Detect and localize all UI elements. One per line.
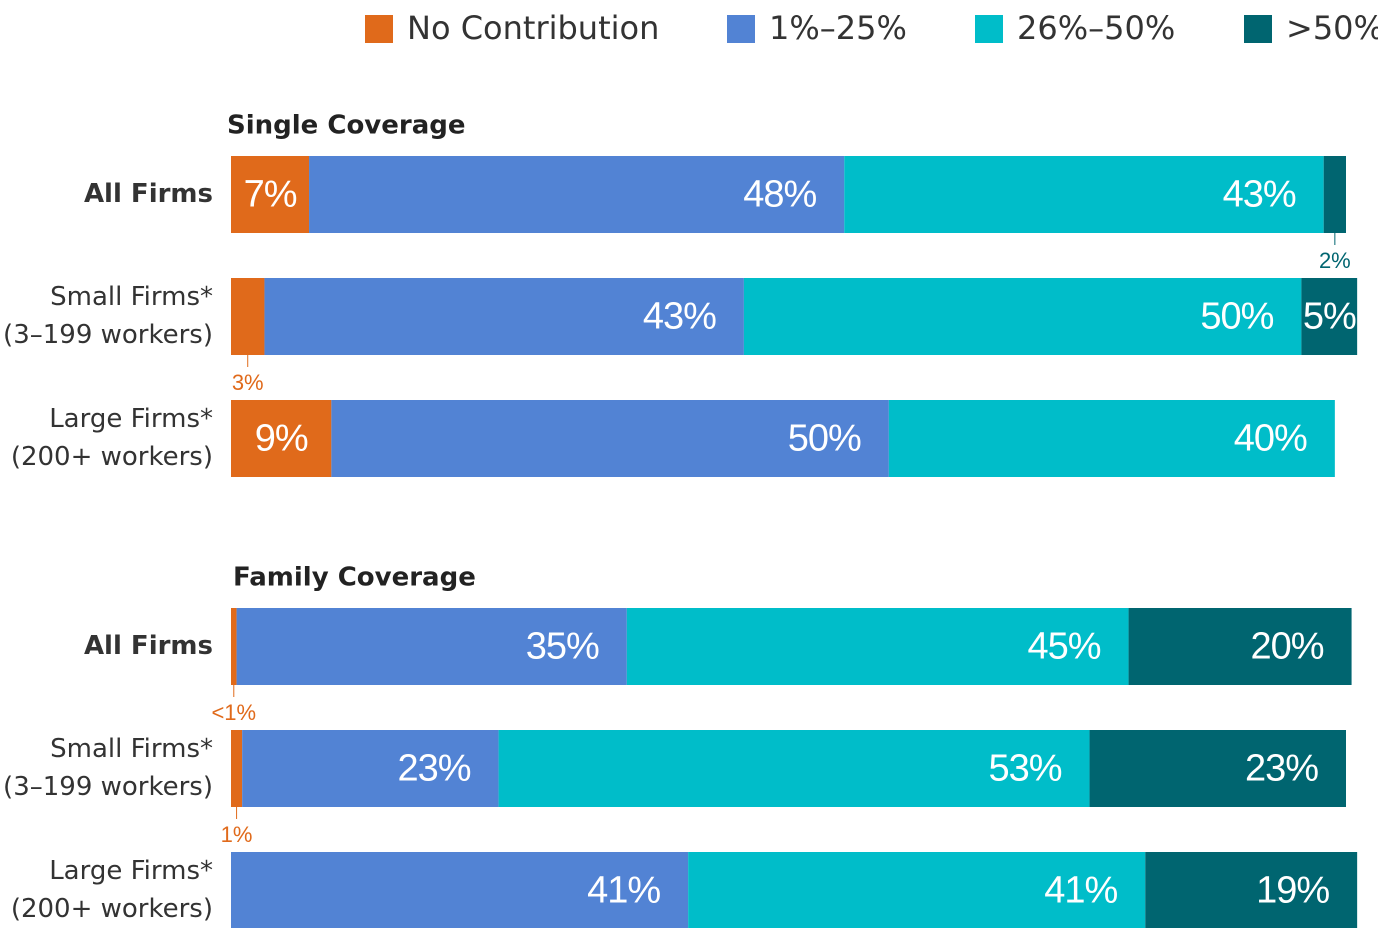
value-label: 40% <box>1234 418 1307 460</box>
category-label: (200+ workers) <box>11 894 213 924</box>
bar-segment <box>688 852 1146 928</box>
category-label: All Firms <box>84 631 213 661</box>
category-label: All Firms <box>84 179 213 209</box>
bar-segment <box>236 608 627 685</box>
value-label: 35% <box>526 626 599 668</box>
panel-title: Single Coverage <box>227 111 466 141</box>
bar-segment <box>626 608 1129 685</box>
legend-label: 1%–25% <box>769 9 907 47</box>
value-label: 50% <box>788 418 861 460</box>
bar-segment <box>1145 852 1358 928</box>
value-label: 41% <box>1044 870 1117 912</box>
legend-label: 26%–50% <box>1017 9 1175 47</box>
category-label: Large Firms* <box>49 404 213 434</box>
value-label: 45% <box>1028 626 1101 668</box>
panel-title: Family Coverage <box>233 563 476 593</box>
bar-segment <box>844 156 1324 233</box>
value-label: 7% <box>244 174 297 216</box>
bar-segment <box>231 852 689 928</box>
bar-segment <box>498 730 1090 807</box>
legend-swatch <box>1244 15 1272 43</box>
value-label: 23% <box>1245 748 1318 790</box>
bar-segment <box>231 156 310 233</box>
value-label: 2% <box>1319 248 1351 273</box>
value-label: 53% <box>988 748 1061 790</box>
value-label: <1% <box>211 700 256 725</box>
value-label: 5% <box>1303 296 1356 338</box>
bar-segment <box>231 730 243 807</box>
category-label: Small Firms* <box>50 282 213 312</box>
bar-segment <box>231 400 332 477</box>
value-label: 9% <box>255 418 308 460</box>
category-label: (3–199 workers) <box>3 772 213 802</box>
bar-segment <box>231 278 265 355</box>
category-label: (3–199 workers) <box>3 320 213 350</box>
value-label: 23% <box>398 748 471 790</box>
value-label: 43% <box>1223 174 1296 216</box>
legend-label: No Contribution <box>407 9 659 47</box>
bar-segment <box>1089 730 1346 807</box>
value-label: 3% <box>232 370 264 395</box>
value-label: 20% <box>1251 626 1324 668</box>
legend-swatch <box>365 15 393 43</box>
bar-segment <box>1301 278 1358 355</box>
category-label: (200+ workers) <box>11 442 213 472</box>
legend-swatch <box>727 15 755 43</box>
bar-segment <box>1128 608 1352 685</box>
bar-segment <box>743 278 1302 355</box>
legend-swatch <box>975 15 1003 43</box>
bar-segment <box>264 278 744 355</box>
value-label: 48% <box>743 174 816 216</box>
value-label: 19% <box>1256 870 1329 912</box>
value-label: 1% <box>221 822 253 847</box>
bar-segment <box>888 400 1335 477</box>
category-label: Large Firms* <box>49 856 213 886</box>
value-label: 41% <box>587 870 660 912</box>
legend-label: >50% <box>1286 9 1378 47</box>
value-label: 50% <box>1200 296 1273 338</box>
bar-segment <box>309 156 845 233</box>
bar-segment <box>242 730 499 807</box>
category-label: Small Firms* <box>50 734 213 764</box>
bar-segment <box>331 400 889 477</box>
value-label: 43% <box>643 296 716 338</box>
bar-segment <box>1323 156 1346 233</box>
bar-segment <box>231 608 237 685</box>
